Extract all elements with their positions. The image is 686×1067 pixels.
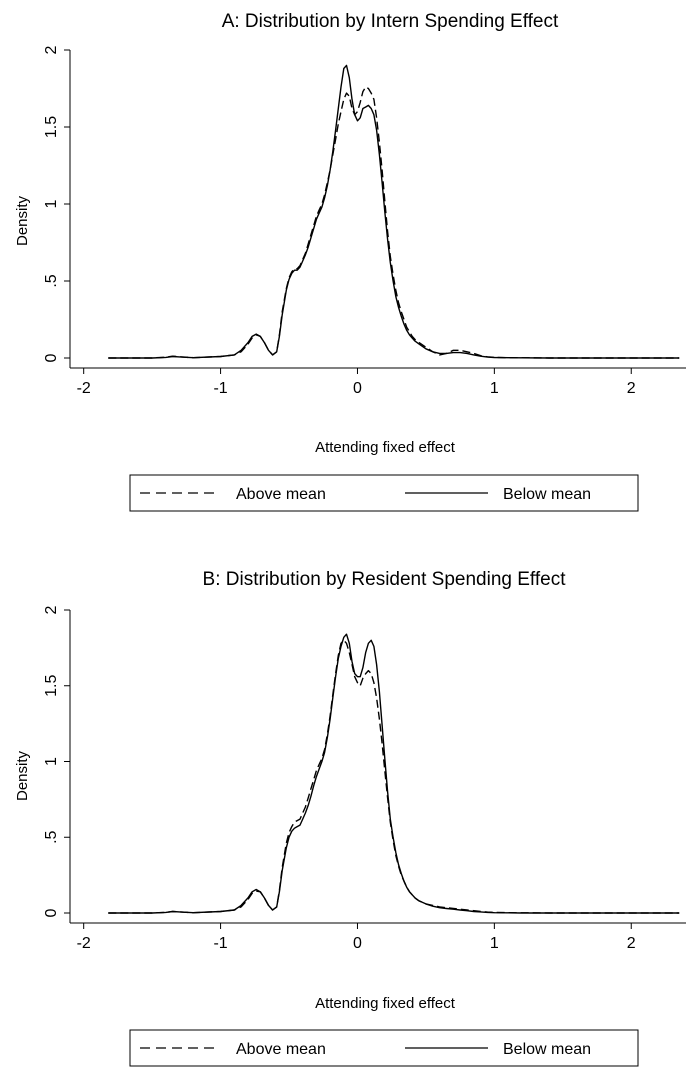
y-tick-label: 0 bbox=[43, 353, 60, 362]
ticks-group: -2 -1 0 1 2 0 .5 1 1.5 2 bbox=[43, 45, 686, 397]
y-tick-label: .5 bbox=[43, 830, 60, 843]
x-tick-label: 0 bbox=[353, 935, 362, 952]
series-line-below-mean bbox=[108, 64, 680, 359]
panel-a: A: Distribution by Intern Spending Effec… bbox=[14, 11, 686, 512]
y-tick-label: 1 bbox=[43, 199, 60, 208]
legend-box bbox=[129, 474, 639, 512]
series-group bbox=[108, 633, 680, 914]
legend-label-below-mean: Below mean bbox=[503, 486, 591, 503]
series-line-above-mean bbox=[108, 639, 680, 914]
x-axis-label: Attending fixed effect bbox=[315, 439, 456, 456]
ticks-group: -2 -1 0 1 2 0 .5 1 1.5 2 bbox=[43, 605, 686, 952]
legend: Above mean Below mean bbox=[129, 1029, 639, 1067]
x-tick-label: -2 bbox=[77, 935, 91, 952]
y-tick-label: 1.5 bbox=[43, 675, 60, 697]
series-group bbox=[108, 64, 680, 359]
legend-box bbox=[129, 1029, 639, 1067]
y-tick-label: .5 bbox=[43, 274, 60, 287]
y-axis-label: Density bbox=[14, 195, 31, 246]
y-tick-label: 2 bbox=[43, 45, 60, 54]
series-line-above-mean bbox=[108, 86, 680, 359]
chart-title: B: Distribution by Resident Spending Eff… bbox=[203, 569, 567, 590]
x-tick-label: 1 bbox=[490, 380, 499, 397]
legend: Above mean Below mean bbox=[129, 474, 639, 512]
legend-label-above-mean: Above mean bbox=[236, 486, 326, 503]
x-tick-label: -1 bbox=[213, 380, 227, 397]
legend-label-below-mean: Below mean bbox=[503, 1041, 591, 1058]
panel-b: B: Distribution by Resident Spending Eff… bbox=[14, 569, 686, 1067]
x-tick-label: 1 bbox=[490, 935, 499, 952]
x-axis-label: Attending fixed effect bbox=[315, 995, 456, 1012]
chart-title: A: Distribution by Intern Spending Effec… bbox=[222, 11, 559, 32]
x-tick-label: 0 bbox=[353, 380, 362, 397]
y-tick-label: 1.5 bbox=[43, 116, 60, 138]
y-tick-label: 2 bbox=[43, 605, 60, 614]
y-tick-label: 1 bbox=[43, 757, 60, 766]
series-line-below-mean bbox=[108, 633, 680, 914]
x-tick-label: 2 bbox=[627, 935, 636, 952]
x-tick-label: 2 bbox=[627, 380, 636, 397]
legend-label-above-mean: Above mean bbox=[236, 1041, 326, 1058]
x-tick-label: -1 bbox=[213, 935, 227, 952]
y-axis-label: Density bbox=[14, 750, 31, 801]
x-tick-label: -2 bbox=[77, 380, 91, 397]
y-tick-label: 0 bbox=[43, 908, 60, 917]
